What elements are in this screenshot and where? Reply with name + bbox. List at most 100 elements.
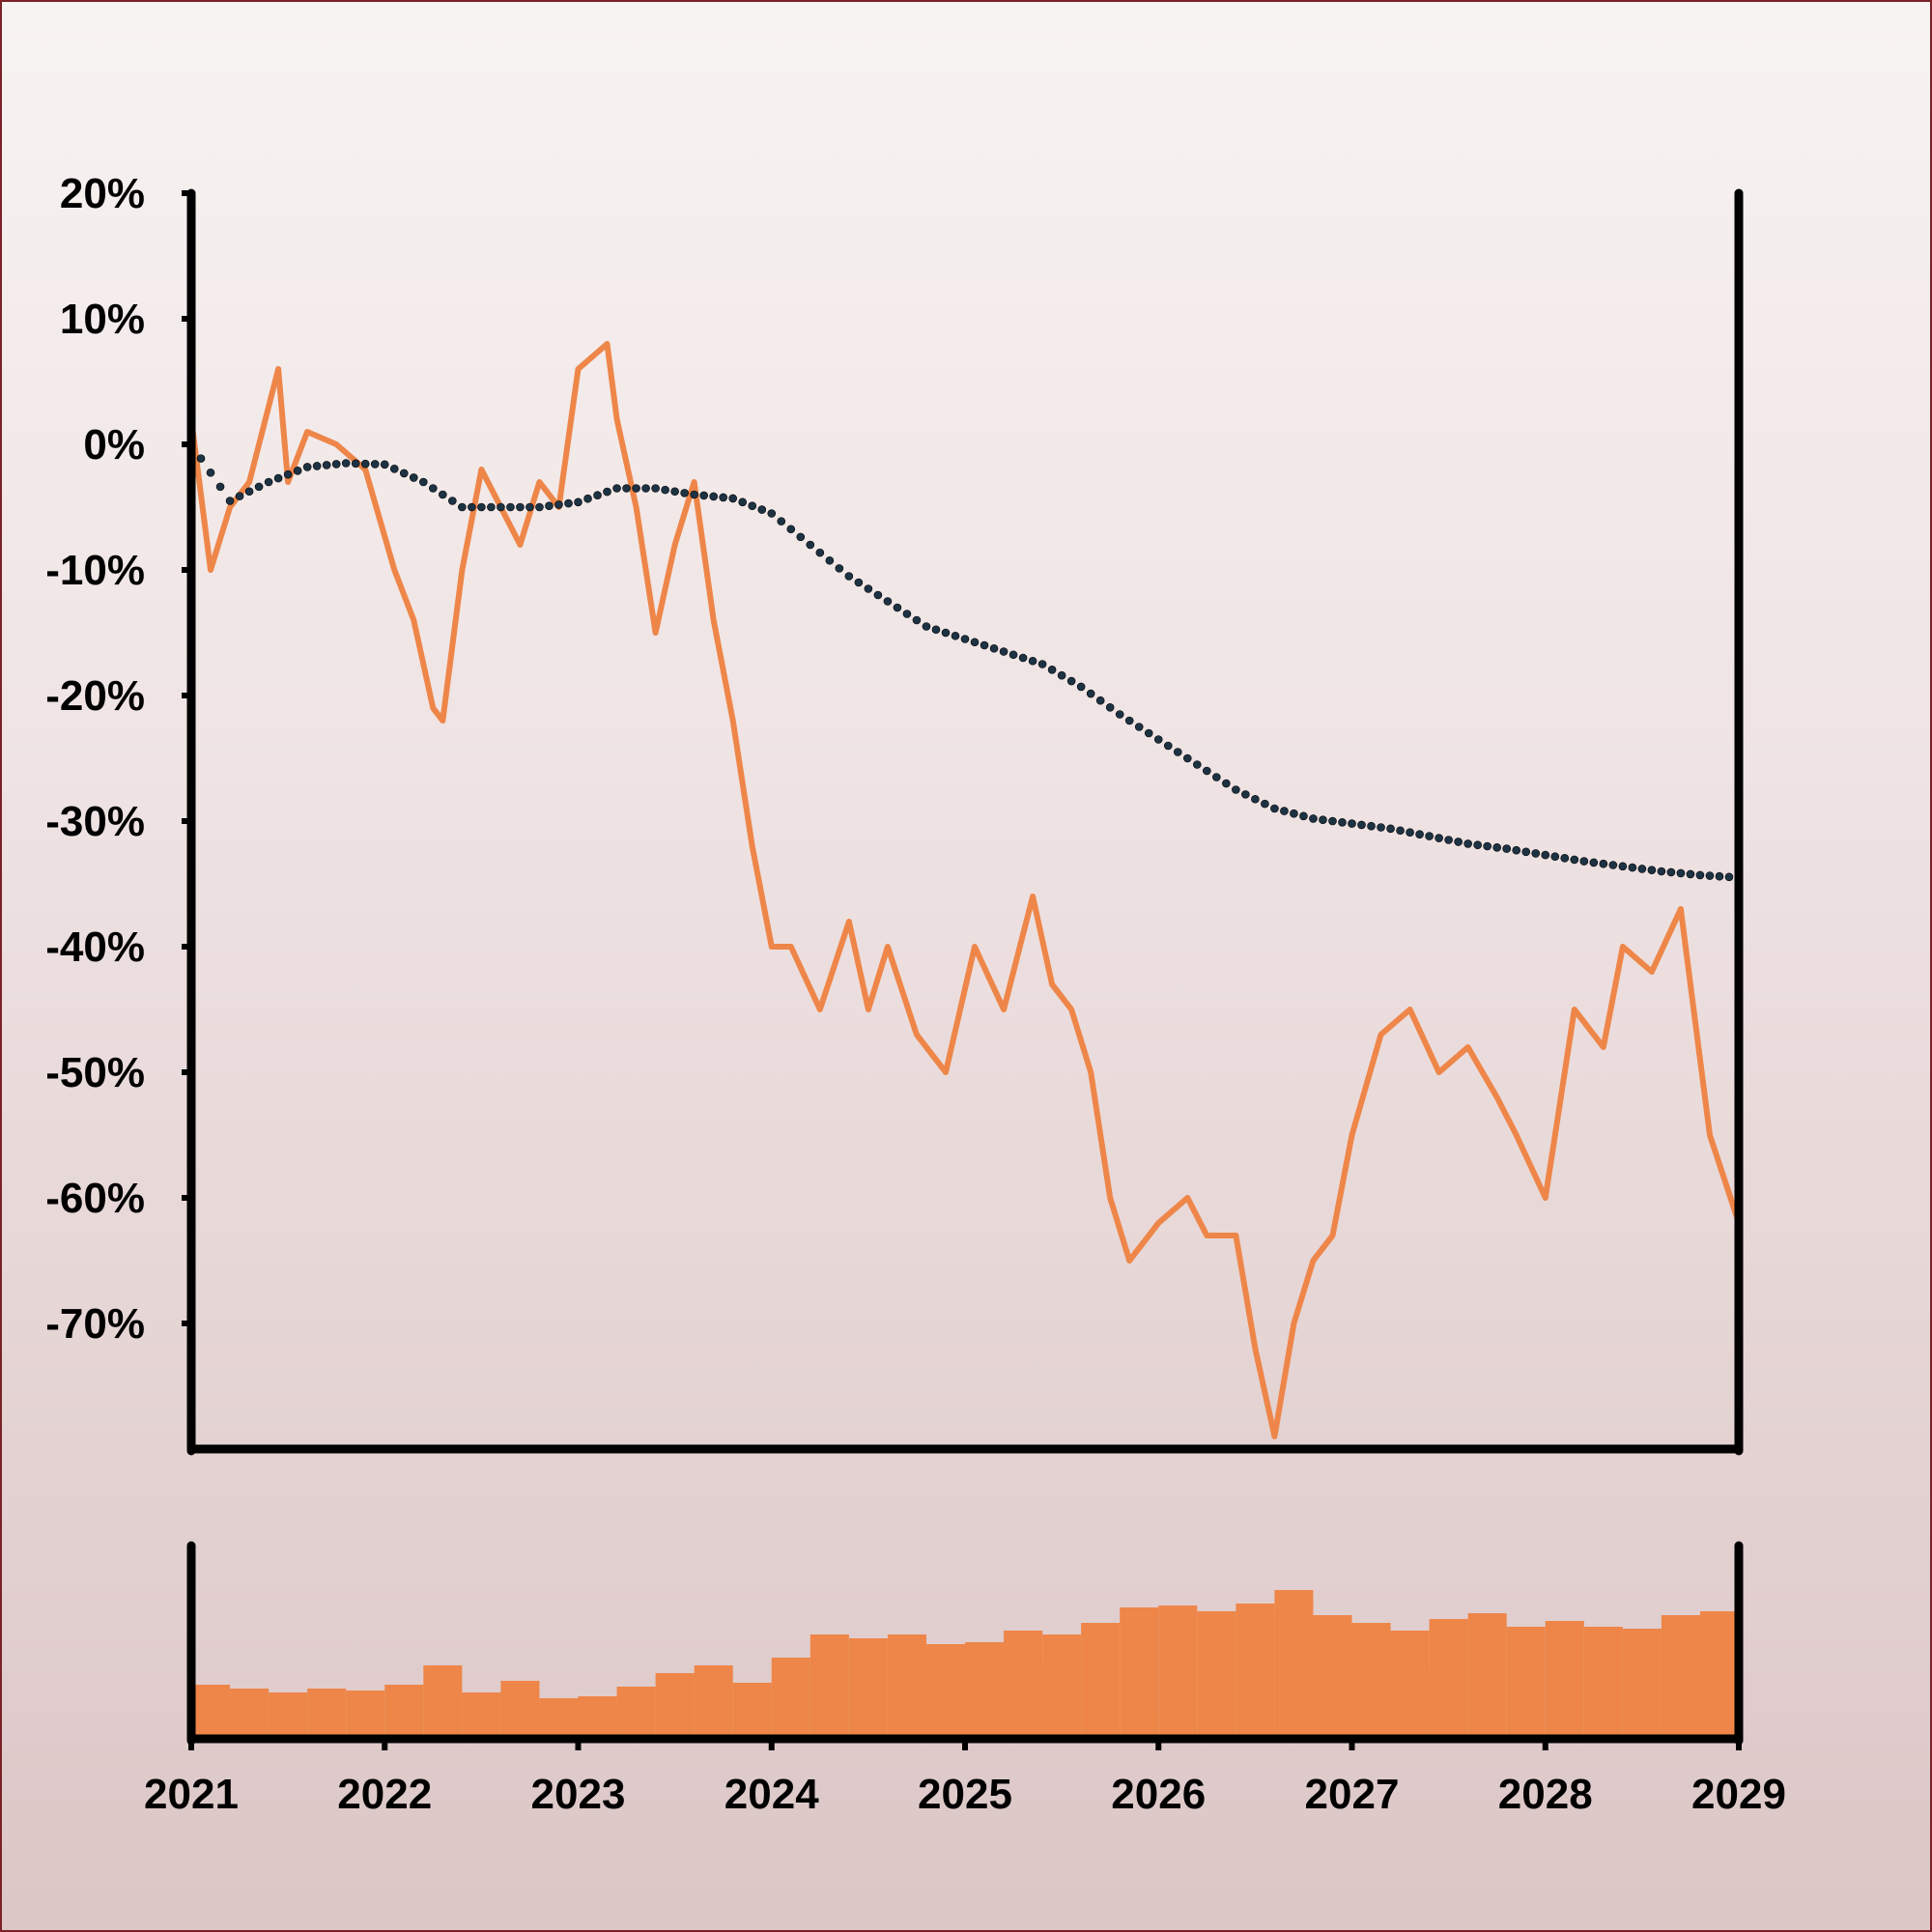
trend-point xyxy=(767,509,777,518)
trend-point xyxy=(545,501,554,511)
x-tick-label: 2023 xyxy=(531,1771,626,1818)
price-point xyxy=(1291,1321,1296,1326)
trend-point xyxy=(380,460,389,469)
x-tick-label: 2029 xyxy=(1691,1771,1786,1818)
price-y-tick-label: -20% xyxy=(45,672,145,720)
price-point xyxy=(411,617,416,623)
trend-point xyxy=(1009,650,1018,660)
price-point xyxy=(1088,1069,1094,1075)
price-point xyxy=(1494,1094,1500,1100)
trend-point xyxy=(1570,855,1579,865)
trend-point xyxy=(1637,865,1647,873)
trend-point xyxy=(360,459,370,469)
trend-point xyxy=(1666,867,1676,877)
x-tick-label: 2026 xyxy=(1111,1771,1206,1818)
trend-point xyxy=(458,502,467,512)
trend-point xyxy=(1676,868,1686,878)
trend-point xyxy=(593,491,602,499)
trend-point xyxy=(1589,858,1599,867)
trend-point xyxy=(980,640,989,650)
price-point xyxy=(943,1069,949,1075)
price-point xyxy=(459,567,465,573)
price-point xyxy=(391,567,397,573)
trend-point xyxy=(1521,847,1531,857)
price-point xyxy=(285,479,291,485)
price-point xyxy=(1001,1007,1007,1012)
trend-point xyxy=(922,622,931,631)
trend-point xyxy=(1028,656,1037,666)
trend-point xyxy=(1618,862,1628,871)
volume-bar xyxy=(230,1689,270,1739)
price-point xyxy=(1407,1007,1413,1012)
volume-bar xyxy=(655,1673,695,1739)
price-point xyxy=(1601,1044,1606,1050)
volume-bar xyxy=(694,1665,733,1739)
trend-point xyxy=(1251,794,1260,804)
price-point xyxy=(1204,1233,1209,1238)
trend-point xyxy=(1357,820,1366,830)
trend-point xyxy=(254,482,264,492)
price-point xyxy=(304,429,310,435)
price-point xyxy=(1184,1195,1190,1201)
price-point xyxy=(1310,1258,1316,1264)
price-point xyxy=(1436,1069,1442,1075)
trend-point xyxy=(293,466,302,475)
trend-point xyxy=(1628,863,1637,872)
price-point xyxy=(866,1007,871,1012)
price-point xyxy=(1572,1007,1577,1012)
volume-bar xyxy=(1545,1621,1584,1739)
trend-point xyxy=(1512,845,1521,855)
trend-point xyxy=(1715,871,1724,881)
trend-point xyxy=(341,459,351,468)
trend-point xyxy=(815,548,825,557)
price-point xyxy=(730,718,736,724)
trend-point xyxy=(1115,710,1124,719)
trend-point xyxy=(1047,666,1057,674)
trend-point xyxy=(690,490,698,499)
trend-point xyxy=(1095,696,1105,705)
trend-point xyxy=(970,638,980,647)
trend-point xyxy=(796,532,806,542)
trend-point xyxy=(883,597,893,606)
x-tick-label: 2024 xyxy=(724,1771,819,1818)
trend-point xyxy=(554,500,563,509)
price-point xyxy=(576,366,581,372)
price-point xyxy=(1707,1132,1713,1138)
trend-point xyxy=(1348,819,1356,828)
trend-point xyxy=(1608,861,1618,869)
trend-point xyxy=(1647,866,1657,875)
volume-bar xyxy=(1351,1623,1391,1739)
trend-point xyxy=(1724,872,1734,882)
volume-bar xyxy=(1661,1615,1700,1739)
trend-point xyxy=(912,615,922,625)
trend-point xyxy=(1163,741,1173,751)
trend-point xyxy=(999,647,1009,656)
price-point xyxy=(1252,1346,1258,1351)
price-point xyxy=(1465,1044,1471,1050)
trend-point xyxy=(603,487,611,497)
volume-bar xyxy=(500,1681,540,1739)
price-line xyxy=(191,341,1739,1439)
trend-point xyxy=(931,625,941,635)
price-y-tick-label: 20% xyxy=(60,170,145,217)
trend-point xyxy=(951,631,960,640)
trend-point xyxy=(264,477,273,487)
trend-point xyxy=(641,484,650,493)
trend-point xyxy=(1657,867,1666,876)
x-tick-label: 2022 xyxy=(337,1771,432,1818)
price-point xyxy=(333,441,339,447)
trend-point xyxy=(1018,653,1028,663)
trend-point xyxy=(835,564,844,573)
trend-point xyxy=(331,460,341,469)
x-tick-labels: 2021 2022 2023 2024 2025 2026 2027 2028 2029 xyxy=(144,1771,1786,1818)
price-point xyxy=(1271,1434,1277,1439)
trend-point xyxy=(389,465,399,473)
trend-point xyxy=(1086,689,1095,698)
trend-point xyxy=(738,497,748,507)
trend-point xyxy=(1483,841,1492,851)
trend-point xyxy=(854,578,864,587)
volume-bar xyxy=(539,1698,579,1739)
trend-point xyxy=(709,492,718,501)
volume-bar xyxy=(732,1683,772,1739)
price-point xyxy=(246,479,252,485)
